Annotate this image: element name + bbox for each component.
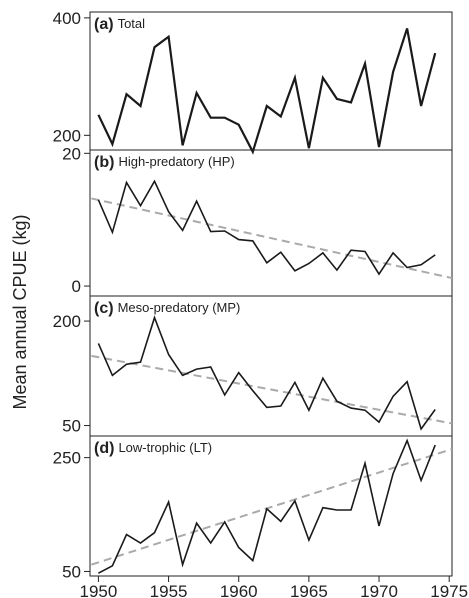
series-line xyxy=(97,28,437,155)
y-tick-label: 0 xyxy=(72,277,81,296)
trend-line xyxy=(91,354,453,425)
panel-3: 50 200 (c) Meso-predatory (MP) xyxy=(53,295,453,437)
y-tick-label: 250 xyxy=(53,449,81,468)
y-axis-label: Mean annual CPUE (kg) xyxy=(10,214,30,409)
x-tick-label: 1960 xyxy=(220,582,258,598)
trend-line xyxy=(91,448,453,566)
panel-letter: (b) xyxy=(94,154,114,171)
panel-frame xyxy=(89,11,453,151)
x-tick-label: 1975 xyxy=(430,582,468,598)
x-tick-label: 1955 xyxy=(150,582,188,598)
x-tick-label: 1970 xyxy=(360,582,398,598)
x-tick-label: 1965 xyxy=(290,582,328,598)
y-tick-label: 200 xyxy=(53,126,81,145)
panel-2: 0 20 (b) High-predatory (HP) xyxy=(62,144,453,297)
y-tick-label: 200 xyxy=(53,312,81,331)
chart-panels: 200 400 (a) Total 0 20 (b) High-predatory (HP) 5… xyxy=(53,9,453,581)
panel-letter: (c) xyxy=(94,300,114,317)
panel-title: Meso-predatory (MP) xyxy=(118,300,241,315)
x-tick-label: 1950 xyxy=(80,582,118,598)
panel-4: 50 250 (d) Low-trophic (LT) xyxy=(53,435,453,581)
y-tick-label: 20 xyxy=(62,144,81,163)
series-line xyxy=(97,179,436,276)
panel-frame xyxy=(89,149,453,297)
y-tick-label: 50 xyxy=(62,417,81,436)
series-line xyxy=(97,315,436,431)
panel-1: 200 400 (a) Total xyxy=(53,9,453,155)
y-tick-label: 50 xyxy=(62,562,81,581)
panel-title: Total xyxy=(118,16,146,31)
panel-letter: (a) xyxy=(94,16,114,33)
trend-line xyxy=(91,197,453,280)
series-line xyxy=(98,438,436,574)
y-tick-label: 400 xyxy=(53,9,81,28)
panel-title: Low-trophic (LT) xyxy=(118,440,212,455)
panel-title: High-predatory (HP) xyxy=(118,154,234,169)
panel-frame xyxy=(89,435,453,577)
x-axis: 1950 1955 1960 1965 1970 1975 xyxy=(80,576,468,598)
panel-letter: (d) xyxy=(94,440,114,457)
